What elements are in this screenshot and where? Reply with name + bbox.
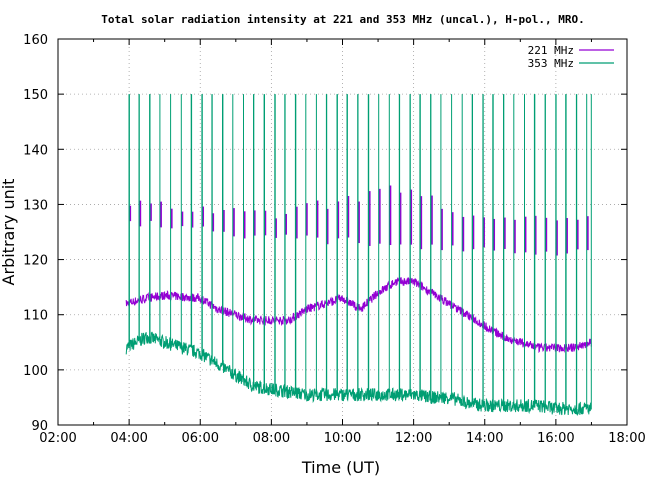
y-tick-label: 160 [23, 33, 48, 48]
x-tick-label: 10:00 [324, 431, 361, 446]
series-353-line [125, 94, 592, 417]
series-353-mhz [125, 94, 592, 417]
legend-label-353: 353 MHz [528, 57, 574, 70]
x-axis-label: Time (UT) [301, 458, 380, 477]
x-tick-label: 02:00 [39, 431, 76, 446]
y-tick-label: 90 [31, 419, 48, 434]
x-tick-label: 08:00 [253, 431, 290, 446]
y-tick-label: 100 [23, 364, 48, 379]
x-tick-label: 04:00 [110, 431, 147, 446]
y-axis-label: Arbitrary unit [0, 179, 18, 286]
x-tick-label: 14:00 [466, 431, 503, 446]
legend: 221 MHz 353 MHz [528, 44, 614, 70]
series-221-mhz [125, 185, 592, 354]
y-tick-label: 150 [23, 88, 48, 103]
x-tick-label: 18:00 [608, 431, 645, 446]
x-tick-label: 16:00 [537, 431, 574, 446]
y-tick-label: 130 [23, 198, 48, 213]
y-tick-label: 140 [23, 143, 48, 158]
chart-title: Total solar radiation intensity at 221 a… [101, 13, 584, 26]
y-tick-label: 120 [23, 254, 48, 269]
x-tick-label: 06:00 [182, 431, 219, 446]
y-tick-label: 110 [23, 309, 48, 324]
legend-label-221: 221 MHz [528, 44, 574, 57]
x-tick-label: 12:00 [395, 431, 432, 446]
grid [58, 39, 627, 425]
axis-ticks: 02:00 04:00 06:00 08:00 10:00 12:00 14:00 16:00… [23, 33, 646, 446]
